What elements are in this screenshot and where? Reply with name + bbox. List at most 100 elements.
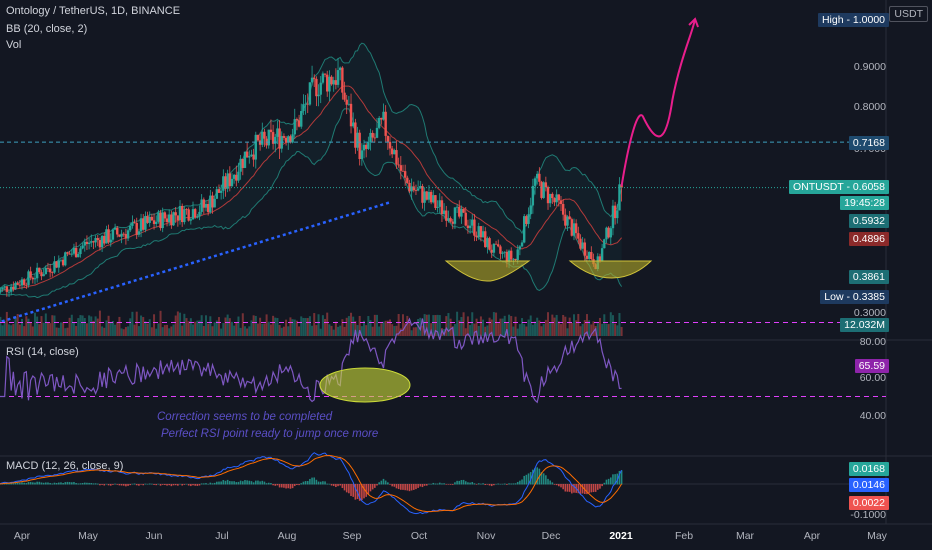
volume-bar: [313, 313, 316, 336]
volume-bar: [276, 318, 279, 336]
candle-body: [481, 231, 485, 238]
volume-bar: [109, 322, 112, 336]
macd-histogram-bar: [183, 484, 186, 485]
candle-body: [308, 82, 312, 105]
volume-bar: [33, 312, 36, 336]
candle-body: [254, 134, 257, 160]
volume-bar: [410, 330, 413, 336]
volume-bar: [252, 315, 255, 336]
macd-histogram-bar: [471, 481, 474, 485]
volume-bar: [445, 316, 448, 336]
quote-currency-label[interactable]: USDT: [889, 6, 928, 22]
candle-body: [46, 267, 50, 269]
macd-histogram-bar: [523, 475, 526, 485]
candle-body: [66, 252, 69, 254]
macd-histogram-bar: [460, 480, 463, 485]
volume-bar: [345, 317, 348, 336]
volume-bar: [25, 316, 28, 336]
candle-body: [228, 173, 232, 187]
candle-body: [605, 227, 608, 240]
macd-histogram-bar: [592, 484, 595, 493]
candle-body: [300, 111, 303, 127]
candle-body: [163, 212, 167, 219]
macd-histogram-bar: [250, 481, 253, 485]
volume-bar: [198, 320, 201, 336]
macd-histogram-bar: [555, 484, 558, 486]
macd-histogram-bar: [516, 481, 519, 485]
volume-bar: [330, 325, 333, 336]
volume-bar: [105, 320, 108, 336]
bollinger-fill: [0, 43, 622, 298]
candle-body: [425, 191, 428, 200]
candle-body: [607, 227, 610, 238]
candle-body: [135, 223, 138, 235]
volume-bar: [592, 321, 595, 336]
volume-bar: [161, 327, 164, 336]
candle-body: [561, 204, 565, 215]
time-tick-label: Sep: [342, 530, 362, 542]
candle-body: [336, 70, 340, 85]
candle-body: [22, 279, 26, 285]
candle-body: [458, 206, 461, 217]
macd-histogram-bar: [536, 467, 538, 485]
macd-histogram-bar: [224, 480, 227, 485]
macd-histogram-bar: [23, 482, 25, 485]
volume-bar: [62, 322, 65, 336]
volume-bar: [601, 323, 604, 336]
candle-body: [447, 218, 450, 221]
candle-body: [531, 185, 535, 206]
volume-bar: [579, 326, 582, 336]
macd-histogram-bar: [605, 479, 608, 485]
macd-histogram-bar: [49, 483, 51, 485]
macd-histogram-bar: [239, 480, 242, 485]
candle-body: [185, 209, 188, 211]
macd-histogram-bar: [42, 482, 45, 485]
candle-body: [369, 132, 372, 143]
macd-histogram-bar: [475, 484, 478, 485]
candle-body: [53, 261, 56, 273]
macd-histogram-bar: [77, 483, 80, 485]
price-tick-label: 0.8000: [853, 101, 886, 113]
volume-bar: [57, 327, 60, 336]
volume-bar: [217, 317, 220, 336]
candle-body: [174, 212, 177, 216]
volume-bar: [380, 323, 383, 336]
candle-body: [226, 173, 229, 189]
volume-bar: [311, 325, 314, 336]
macd-signal-line: [0, 454, 623, 513]
candle-body: [512, 258, 515, 260]
macd-histogram-bar: [421, 484, 424, 488]
candle-body: [464, 212, 467, 226]
candle-body: [289, 136, 292, 143]
candle-body: [224, 176, 227, 189]
macd-histogram-bar: [73, 481, 75, 485]
macd-histogram-bar: [142, 484, 145, 486]
volume-bar: [181, 325, 184, 336]
candle-body: [332, 80, 335, 85]
candle-body: [68, 253, 71, 255]
candle-body: [250, 154, 253, 157]
candle-body: [341, 67, 344, 93]
macd-histogram-bar: [387, 482, 389, 485]
macd-histogram-bar: [235, 482, 238, 485]
candle-body: [347, 103, 351, 105]
macd-histogram-bar: [55, 482, 58, 485]
volume-bar: [196, 320, 199, 336]
candle-body: [388, 141, 392, 149]
macd-histogram-bar: [198, 484, 201, 486]
volume-bar: [261, 323, 264, 336]
macd-histogram-bar: [86, 482, 88, 485]
candle-body: [276, 128, 279, 137]
volume-bar: [135, 311, 138, 336]
candle-body: [35, 267, 39, 279]
volume-bar: [289, 317, 292, 336]
macd-histogram-bar: [194, 484, 196, 486]
low-price-tag: Low - 0.3385: [820, 290, 889, 304]
macd-histogram-bar: [493, 484, 495, 486]
macd-histogram-bar: [467, 482, 469, 485]
candle-body: [297, 120, 301, 127]
volume-bar: [137, 326, 140, 336]
volume-bar: [185, 318, 188, 336]
macd-histogram-bar: [527, 473, 530, 485]
